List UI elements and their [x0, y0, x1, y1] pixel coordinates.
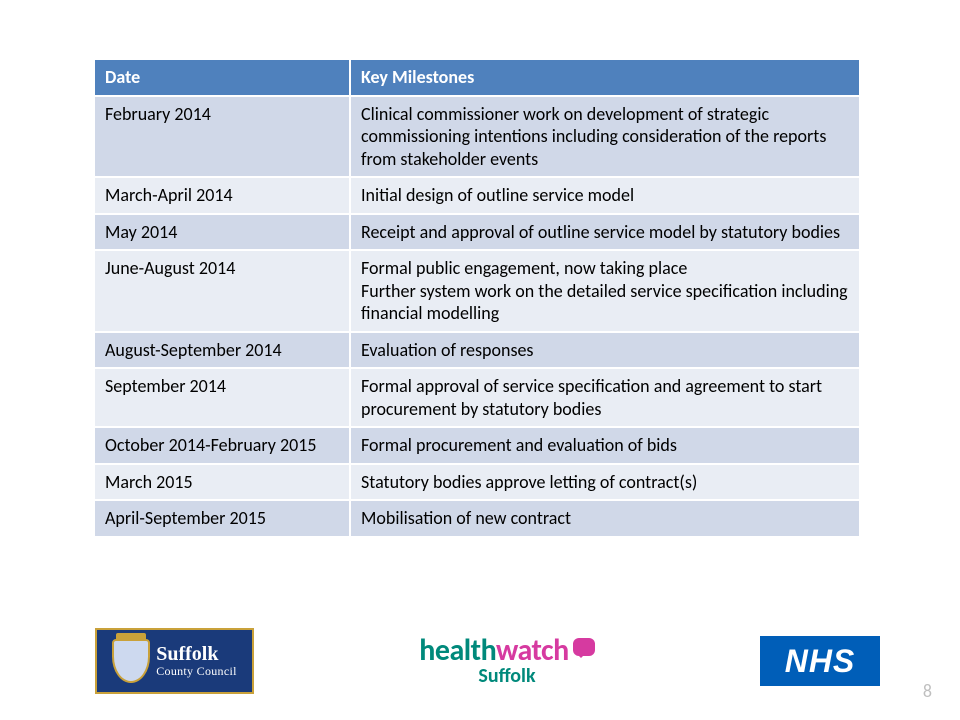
slide: Date Key Milestones February 2014Clinica…: [0, 0, 960, 720]
cell-date: August-September 2014: [95, 332, 350, 369]
logo-nhs: NHS: [760, 636, 880, 686]
cell-date: September 2014: [95, 368, 350, 427]
cell-date: February 2014: [95, 96, 350, 178]
suffolk-crest-icon: [112, 639, 150, 683]
suffolk-line2: County Council: [156, 665, 237, 678]
cell-milestone: Clinical commissioner work on developmen…: [350, 96, 860, 178]
table-row: June-August 2014Formal public engagement…: [95, 250, 860, 332]
cell-milestone: Statutory bodies approve letting of cont…: [350, 464, 860, 501]
table-row: March 2015Statutory bodies approve letti…: [95, 464, 860, 501]
table-row: April-September 2015Mobilisation of new …: [95, 500, 860, 537]
milestones-table: Date Key Milestones February 2014Clinica…: [95, 60, 861, 538]
cell-date: April-September 2015: [95, 500, 350, 537]
suffolk-text: Suffolk County Council: [156, 644, 237, 678]
cell-milestone: Formal approval of service specification…: [350, 368, 860, 427]
table-row: August-September 2014Evaluation of respo…: [95, 332, 860, 369]
speech-bubble-icon: [573, 638, 595, 656]
cell-date: May 2014: [95, 214, 350, 251]
logo-suffolk-county-council: Suffolk County Council: [95, 628, 254, 694]
table-row: May 2014Receipt and approval of outline …: [95, 214, 860, 251]
cell-milestone: Evaluation of responses: [350, 332, 860, 369]
footer-logos: Suffolk County Council healthwatch Suffo…: [95, 626, 880, 696]
cell-milestone: Receipt and approval of outline service …: [350, 214, 860, 251]
cell-milestone: Mobilisation of new contract: [350, 500, 860, 537]
cell-milestone: Formal public engagement, now taking pla…: [350, 250, 860, 332]
table-header: Date Key Milestones: [95, 60, 860, 96]
cell-date: March-April 2014: [95, 177, 350, 214]
cell-milestone: Formal procurement and evaluation of bid…: [350, 427, 860, 464]
table-row: October 2014-February 2015Formal procure…: [95, 427, 860, 464]
cell-date: March 2015: [95, 464, 350, 501]
col-header-date: Date: [95, 60, 350, 96]
table-row: March-April 2014Initial design of outlin…: [95, 177, 860, 214]
page-number: 8: [923, 680, 932, 702]
cell-milestone: Initial design of outline service model: [350, 177, 860, 214]
col-header-milestones: Key Milestones: [350, 60, 860, 96]
logo-healthwatch-suffolk: healthwatch Suffolk: [419, 636, 594, 686]
suffolk-line1: Suffolk: [156, 644, 237, 665]
healthwatch-sub: Suffolk: [419, 666, 594, 686]
table-body: February 2014Clinical commissioner work …: [95, 96, 860, 537]
table-row: September 2014Formal approval of service…: [95, 368, 860, 427]
cell-date: June-August 2014: [95, 250, 350, 332]
nhs-text: NHS: [785, 643, 856, 680]
cell-date: October 2014-February 2015: [95, 427, 350, 464]
table-row: February 2014Clinical commissioner work …: [95, 96, 860, 178]
